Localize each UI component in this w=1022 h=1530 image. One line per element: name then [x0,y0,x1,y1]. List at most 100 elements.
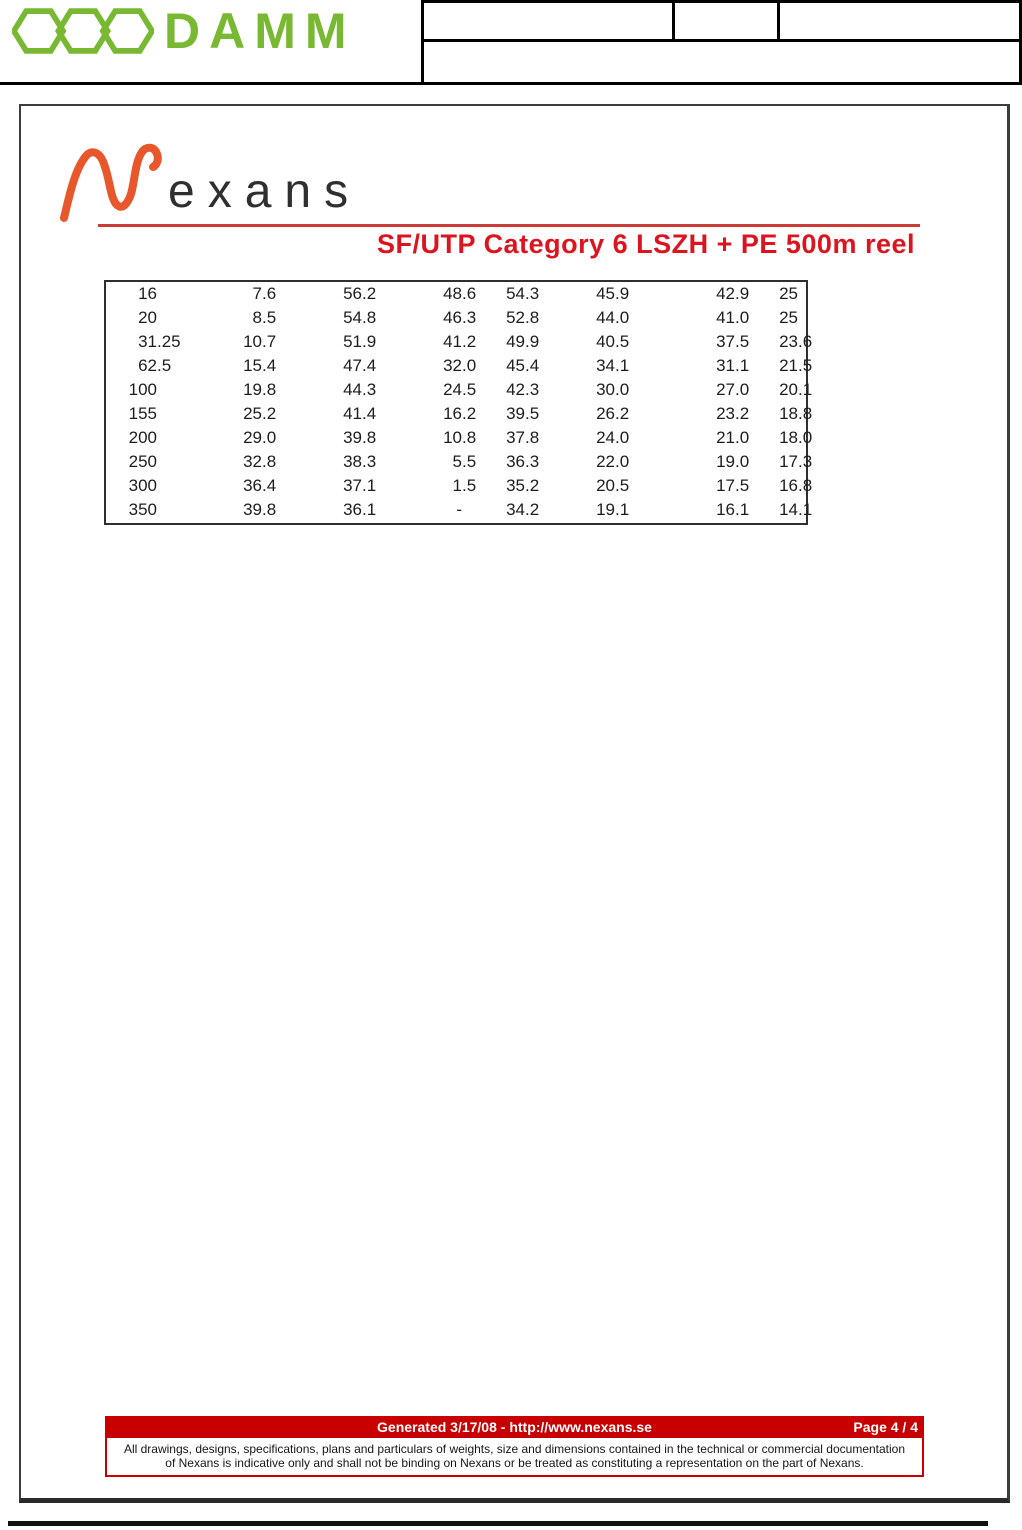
table-cell: 155 [106,402,197,426]
table-cell: 22.0 [555,450,645,474]
cell-fraction-part: .9 [615,284,630,303]
table-cell: 51.9 [292,330,392,354]
table-cell: 54.3 [492,282,555,306]
table-cell: 16.2 [392,402,492,426]
cell-fraction-part: .1 [735,356,750,375]
table-cell: 21.0 [645,426,765,450]
cell-fraction-part: .1 [798,380,813,399]
cell-integer-part: 155 [128,404,157,423]
table-cell: 21.5 [765,354,812,378]
table-cell: 38.3 [292,450,392,474]
table-cell: 36.3 [492,450,555,474]
cell-integer-part: 100 [128,380,157,399]
table-cell: 30.0 [555,378,645,402]
table-cell: 25 [765,306,806,330]
cell-integer-part: 26 [596,404,615,423]
cell-integer-part: 16 [443,404,462,423]
cell-fraction-part: .3 [462,308,477,327]
table-cell: 250 [106,450,197,474]
table-cell: 34.2 [492,498,555,522]
cell-fraction-part: .0 [735,380,750,399]
cell-integer-part: 36 [343,500,362,519]
cell-fraction-part: .2 [525,476,540,495]
cell-fraction-part: .3 [362,452,377,471]
cell-integer-part: 38 [343,452,362,471]
table-cell: 37.8 [492,426,555,450]
footer-page-number: Page 4 / 4 [853,1419,918,1435]
table-cell: 29.0 [197,426,292,450]
damm-hexagons-icon [12,8,154,54]
page-title: SF/UTP Category 6 LSZH + PE 500m reel [377,229,915,259]
table-cell: 1.5 [392,474,492,498]
cell-fraction-part: .9 [735,284,750,303]
table-cell: 26.2 [555,402,645,426]
cell-fraction-part [157,306,197,330]
header-form-cell-1 [424,3,672,39]
footer-bar: Generated 3/17/08 - http://www.nexans.se… [105,1416,924,1438]
cell-integer-part: 31 [138,332,157,351]
table-cell: 39.8 [292,426,392,450]
cell-integer-part: 40 [596,332,615,351]
cell-integer-part: 250 [128,452,157,471]
table-cell: 200 [106,426,197,450]
cell-fraction-part: .5 [157,356,172,375]
cell-integer-part: 36 [506,452,525,471]
cell-fraction-part: .1 [615,356,630,375]
cell-integer-part: 36 [243,476,262,495]
cell-integer-part: 45 [506,356,525,375]
damm-brand-text: DAMM [164,3,356,59]
cell-fraction-part: .7 [262,332,277,351]
cell-integer-part: 51 [343,332,362,351]
cell-fraction-part [157,426,197,450]
cell-integer-part: 1 [452,476,462,495]
cell-integer-part: 19 [596,500,615,519]
cell-fraction-part: .5 [462,380,477,399]
table-cell: 36.4 [197,474,292,498]
cell-integer-part: 18 [779,404,798,423]
cell-integer-part: 27 [716,380,735,399]
cell-fraction-part: .8 [798,476,813,495]
cell-fraction-part: .5 [462,476,477,495]
table-cell: 18.0 [765,426,812,450]
cell-integer-part: 54 [343,308,362,327]
table-cell: 24.5 [392,378,492,402]
table-cell: 17.5 [645,474,765,498]
cell-integer-part: 25 [243,404,262,423]
cell-integer-part: 34 [506,500,525,519]
cell-integer-part: 41 [343,404,362,423]
cell-integer-part: 44 [596,308,615,327]
table-row: 31.25 10.7 51.9 41.2 49.9 40.5 37.5 23.6 [106,330,812,354]
table-cell: 300 [106,474,197,498]
table-cell: 19.1 [555,498,645,522]
cell-fraction-part [157,402,197,426]
table-cell: 44.3 [292,378,392,402]
cell-integer-part: 39 [243,500,262,519]
cell-fraction-part: .2 [735,404,750,423]
header-form-row-1 [424,3,1019,42]
cell-fraction-part: .3 [525,284,540,303]
cell-fraction-part: .8 [362,428,377,447]
cell-fraction-part [157,450,197,474]
cell-fraction-part: .5 [735,332,750,351]
table-cell: 8.5 [197,306,292,330]
table-row: 16 7.6 56.2 48.6 54.3 45.9 42.9 25 [106,282,806,306]
cell-fraction-part: .0 [735,428,750,447]
cell-integer-part: - [456,500,462,519]
cell-integer-part: 24 [443,380,462,399]
table-cell: 350 [106,498,197,522]
table-cell: 41.0 [645,306,765,330]
cell-integer-part: 5 [452,452,462,471]
table-row: 250 32.8 38.3 5.5 36.3 22.0 19.0 17.3 [106,450,813,474]
cell-fraction-part: .8 [362,308,377,327]
cell-integer-part: 29 [243,428,262,447]
cell-integer-part: 44 [343,380,362,399]
table-row: 300 36.4 37.1 1.5 35.2 20.5 17.5 16.8 [106,474,813,498]
table-cell: 5.5 [392,450,492,474]
cell-integer-part: 16 [138,284,157,303]
cell-integer-part: 49 [506,332,525,351]
cell-integer-part: 41 [443,332,462,351]
cell-integer-part: 62 [138,356,157,375]
cell-integer-part: 32 [443,356,462,375]
cell-fraction-part: .9 [362,332,377,351]
cell-integer-part: 25 [779,284,798,303]
